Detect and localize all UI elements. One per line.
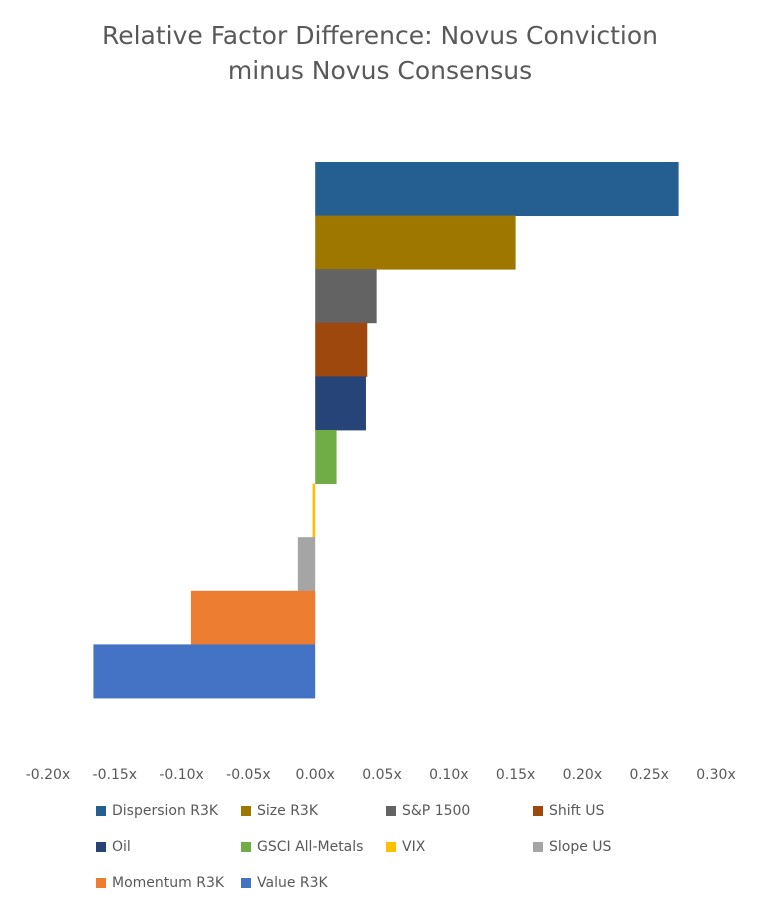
legend-swatch xyxy=(533,842,543,852)
legend-swatch xyxy=(241,878,251,888)
x-tick-label: -0.20x xyxy=(26,767,71,783)
x-tick-label: 0.00x xyxy=(295,767,334,783)
legend-item: Oil xyxy=(96,839,131,855)
legend-label: GSCI All-Metals xyxy=(257,839,364,855)
x-tick-label: -0.05x xyxy=(226,767,271,783)
legend-swatch xyxy=(241,842,251,852)
legend-item: Value R3K xyxy=(241,875,328,891)
x-axis-tick-labels: -0.20x -0.15x -0.10x -0.05x 0.00x 0.05x 0.10x 0… xyxy=(26,767,736,783)
legend-swatch xyxy=(386,806,396,816)
legend-swatch xyxy=(241,806,251,816)
legend-item: Shift US xyxy=(533,803,604,819)
bar-chart-plot: -0.20x -0.15x -0.10x -0.05x 0.00x 0.05x 0.10x 0… xyxy=(26,162,736,783)
legend-item: GSCI All-Metals xyxy=(241,839,363,855)
bar-slope-us xyxy=(297,537,316,592)
legend-item: Momentum R3K xyxy=(96,875,224,891)
legend-item: Size R3K xyxy=(241,803,318,819)
legend-label: VIX xyxy=(402,839,426,855)
legend-swatch xyxy=(533,806,543,816)
bar-size-r3k xyxy=(315,215,516,270)
legend-swatch xyxy=(386,842,396,852)
x-tick-label: 0.15x xyxy=(496,767,535,783)
bar-s-p-1500 xyxy=(315,269,377,324)
legend-swatch xyxy=(96,806,106,816)
x-tick-label: 0.25x xyxy=(629,767,668,783)
x-tick-label: -0.10x xyxy=(159,767,204,783)
legend-item: Slope US xyxy=(533,839,611,855)
bar-gsci-all-metals xyxy=(315,430,337,484)
x-tick-label: 0.10x xyxy=(429,767,468,783)
legend-label: Shift US xyxy=(549,803,605,819)
legend-label: Size R3K xyxy=(257,803,319,819)
legend-swatch xyxy=(96,878,106,888)
legend-label: Slope US xyxy=(549,839,612,855)
legend-item: Dispersion R3K xyxy=(96,803,218,819)
bar-value-r3k xyxy=(93,644,316,699)
legend-label: Dispersion R3K xyxy=(112,803,219,819)
x-tick-label: -0.15x xyxy=(93,767,138,783)
bar-momentum-r3k xyxy=(190,590,316,645)
legend-label: Oil xyxy=(112,839,131,855)
legend-label: S&P 1500 xyxy=(402,803,471,819)
legend-label: Value R3K xyxy=(257,875,328,891)
x-tick-label: 0.05x xyxy=(362,767,401,783)
x-tick-label: 0.20x xyxy=(563,767,602,783)
legend-item: S&P 1500 xyxy=(386,803,470,819)
bar-oil xyxy=(315,376,366,431)
bar-vix xyxy=(312,483,316,538)
x-tick-label: 0.30x xyxy=(696,767,735,783)
chart-title-line-1: Relative Factor Difference: Novus Convic… xyxy=(101,21,659,50)
bars-group xyxy=(93,162,679,699)
chart-title-line-2: minus Novus Consensus xyxy=(227,56,533,85)
legend-swatch xyxy=(96,842,106,852)
legend-item: VIX xyxy=(386,839,425,855)
legend-label: Momentum R3K xyxy=(112,875,225,891)
chart-title: Relative Factor Difference: Novus Convic… xyxy=(0,18,760,88)
bar-shift-us xyxy=(315,322,368,377)
bar-dispersion-r3k xyxy=(315,162,679,216)
